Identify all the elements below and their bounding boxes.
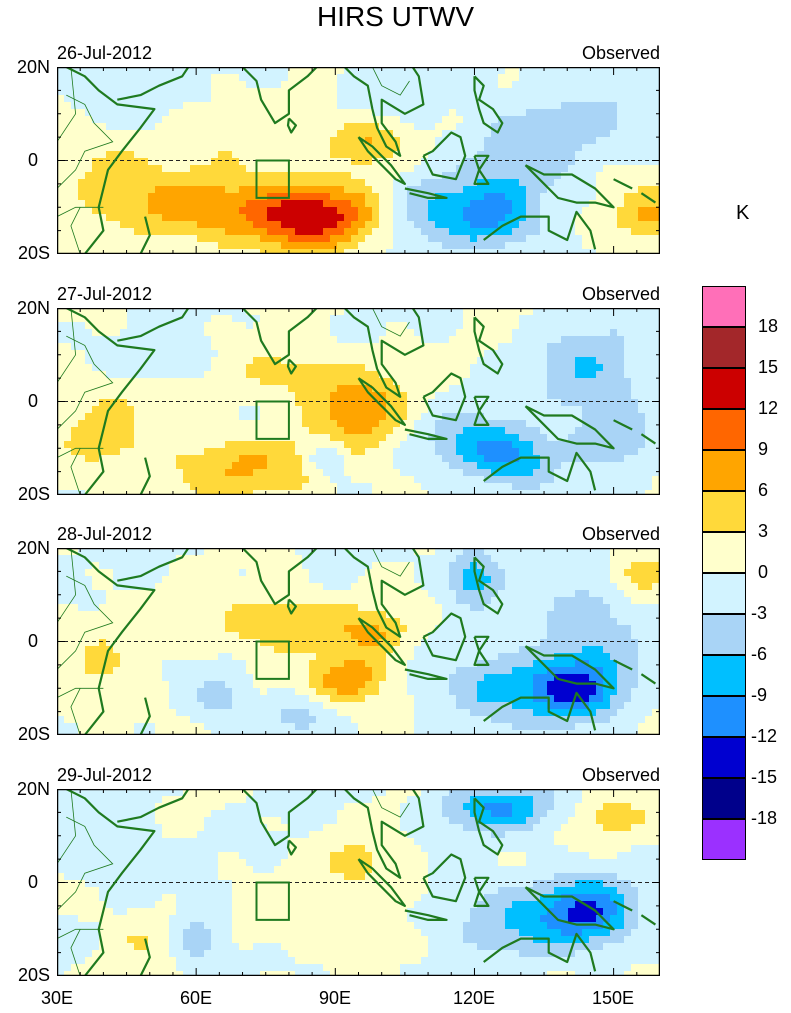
colorbar-swatch [702,696,746,737]
y-tick-20n: 20N [16,57,50,77]
axis-ticks [57,67,660,254]
borders [57,789,410,976]
colorbar-label: 3 [758,521,769,541]
axis-ticks [57,548,660,735]
study-region-box [255,159,290,199]
x-tick-30e: 30E [40,988,74,1008]
colorbar-label: -12 [751,726,778,746]
y-tick-0: 0 [27,631,38,651]
coastlines [65,67,657,254]
y-tick-0: 0 [27,872,38,892]
colorbar-label: 15 [758,357,779,377]
borders [57,67,410,254]
coastlines [65,789,657,976]
y-tick-20n: 20N [16,538,50,558]
panel-date: 27-Jul-2012 [57,284,153,304]
map-panel-26jul: 26-Jul-2012 Observed [57,43,660,254]
panel-label: Observed [581,43,660,63]
panel-label: Observed [581,765,660,785]
study-region-box [255,640,290,680]
colorbar-swatch [702,655,746,696]
colorbar-label: 9 [758,439,769,459]
colorbar-label: 0 [758,562,769,582]
y-tick-20s: 20S [17,484,50,504]
map-panel-29jul: 29-Jul-2012 Observed [57,765,660,976]
x-tick-60e: 60E [179,988,213,1008]
coastlines [65,308,657,495]
panel-date: 26-Jul-2012 [57,43,153,63]
anomaly-field [57,548,660,735]
colorbar-swatch [702,327,746,368]
figure-title: HIRS UTWV [316,1,475,32]
colorbar-label: 6 [758,480,769,500]
colorbar-label: 12 [758,398,779,418]
colorbar-swatch [702,819,746,860]
anomaly-field [57,789,660,976]
x-tick-150e: 150E [591,988,635,1008]
y-tick-20s: 20S [17,724,50,744]
y-tick-20s: 20S [17,965,50,985]
borders [57,308,410,495]
map-panel-27jul: 27-Jul-2012 Observed [57,284,660,495]
study-region-box [255,400,290,440]
panel-label: Observed [581,284,660,304]
axis-ticks [57,308,660,495]
colorbar-label: -9 [751,685,768,705]
map-panel-28jul: 28-Jul-2012 Observed [57,524,660,735]
panel-date: 29-Jul-2012 [57,765,153,785]
x-tick-90e: 90E [318,988,352,1008]
colorbar-swatch [702,491,746,532]
x-tick-120e: 120E [452,988,496,1008]
map-svg [57,548,660,735]
study-region-box [255,881,290,921]
colorbar-swatch [702,286,746,327]
y-tick-20n: 20N [16,298,50,318]
map-svg [57,308,660,495]
y-tick-0: 0 [27,391,38,411]
axis-ticks [57,789,660,976]
map-svg [57,67,660,254]
colorbar-label: -3 [751,603,768,623]
colorbar-label: -6 [751,644,768,664]
colorbar-swatch [702,573,746,614]
borders [57,548,410,735]
colorbar-label: -18 [751,808,778,828]
colorbar-swatch [702,450,746,491]
colorbar-swatch [702,409,746,450]
y-tick-20n: 20N [16,779,50,799]
panel-label: Observed [581,524,660,544]
map-svg [57,789,660,976]
colorbar-swatch [702,778,746,819]
anomaly-field [57,308,660,495]
colorbar-unit: K [736,202,750,224]
colorbar-swatch [702,737,746,778]
colorbar-label: 18 [758,316,779,336]
panel-date: 28-Jul-2012 [57,524,153,544]
colorbar-label: -15 [751,767,778,787]
coastlines [65,548,657,735]
colorbar-swatch [702,614,746,655]
colorbar-swatch [702,368,746,409]
y-tick-0: 0 [27,150,38,170]
y-tick-20s: 20S [17,243,50,263]
colorbar-swatch [702,532,746,573]
